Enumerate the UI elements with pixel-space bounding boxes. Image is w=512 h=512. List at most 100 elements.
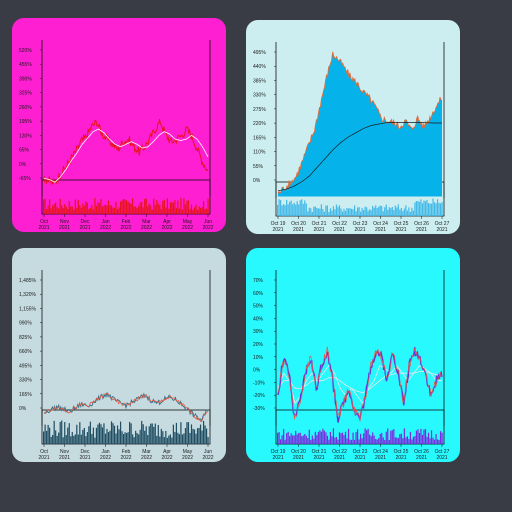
x-tick-year-label: 2021 <box>313 455 324 461</box>
volume-bar <box>403 428 405 444</box>
volume-bar <box>441 432 443 444</box>
volume-bar <box>417 429 419 444</box>
y-tick-label: 30% <box>253 329 264 335</box>
x-tick-label: Oct 27 <box>435 221 450 227</box>
x-tick-label: Oct 25 <box>394 221 409 227</box>
volume-bar <box>313 438 315 444</box>
x-tick-year-label: 2021 <box>272 227 283 233</box>
x-tick-year-label: 2021 <box>38 225 49 231</box>
volume-bar <box>94 437 96 444</box>
x-tick-year-label: 2021 <box>416 227 427 233</box>
y-tick-label: 825% <box>19 335 32 341</box>
volume-bar <box>435 434 437 444</box>
x-tick-year-label: 2021 <box>38 455 49 461</box>
volume-bar <box>199 424 202 444</box>
volume-bar <box>83 205 85 214</box>
volume-bar <box>160 209 162 214</box>
volume-bar <box>415 201 418 216</box>
volume-bar <box>326 435 329 444</box>
volume-bar <box>287 431 289 444</box>
volume-bar <box>429 438 431 444</box>
volume-bar <box>163 437 165 444</box>
volume-bar <box>178 434 181 444</box>
volume-bar <box>104 204 107 214</box>
volume-bar <box>335 204 338 216</box>
y-tick-label: 330% <box>19 378 32 384</box>
volume-bar <box>196 428 199 444</box>
y-tick-label: 260% <box>19 105 32 111</box>
volume-bar <box>308 207 310 216</box>
volume-bar <box>104 433 107 444</box>
volume-bar <box>113 207 116 214</box>
volume-bar <box>181 209 184 214</box>
volume-bar <box>331 436 333 444</box>
volume-bar <box>438 439 440 444</box>
x-tick-label: Apr <box>163 449 171 455</box>
volume-bar <box>411 439 413 444</box>
x-tick-label: Oct 24 <box>373 221 388 227</box>
volume-bar <box>44 424 46 444</box>
volume-bar <box>186 422 188 444</box>
x-tick-label: Oct 22 <box>332 221 347 227</box>
volume-bar <box>205 428 208 444</box>
price-line <box>43 119 209 185</box>
volume-bar <box>76 207 78 214</box>
volume-bar <box>98 422 101 444</box>
chart-card-bottom-right: 70% 60% 50% 40% 30% 20% 10% 0% -10% -20% -30% Oct 1… <box>246 248 460 462</box>
volume-bar <box>189 432 191 444</box>
volume-bar <box>151 209 153 214</box>
volume-bar <box>296 201 298 216</box>
volume-bar <box>83 427 85 444</box>
volume-bar <box>150 205 152 214</box>
volume-bar <box>195 204 197 214</box>
volume-bar <box>205 208 208 214</box>
volume-bar <box>55 430 57 444</box>
price-line-secondary <box>43 392 209 423</box>
volume-bar <box>284 439 286 444</box>
x-tick-label: Mar <box>142 219 151 225</box>
x-tick-year-label: 2021 <box>79 455 90 461</box>
x-tick-year-label: 2021 <box>354 227 365 233</box>
volume-bar <box>305 435 307 444</box>
y-tick-label: 65% <box>19 148 30 154</box>
volume-bar <box>352 209 354 216</box>
y-tick-label: 0% <box>19 406 27 412</box>
y-tick-label: -20% <box>253 393 265 399</box>
volume-bar <box>280 439 282 444</box>
volume-bar <box>426 199 428 216</box>
y-tick-label: 0% <box>253 178 261 184</box>
chart-card-bottom-left: 1,485% 1,320% 1,155% 990% 825% 660% 495% 330% 16… <box>12 248 226 462</box>
x-tick-label: Oct 26 <box>414 449 429 455</box>
volume-bar <box>49 199 51 214</box>
volume-bar <box>175 207 178 214</box>
volume-bar <box>181 434 184 444</box>
volume-bar <box>202 420 205 444</box>
volume-bar <box>135 430 137 444</box>
volume-bar <box>44 198 46 214</box>
volume-bar <box>367 428 369 444</box>
volume-bar <box>337 207 339 216</box>
x-tick-label: Dec <box>81 449 90 455</box>
volume-bar <box>119 421 122 444</box>
volume-bar <box>94 198 96 214</box>
volume-bar <box>391 206 393 216</box>
volume-bar <box>393 429 395 444</box>
y-tick-label: 390% <box>19 76 32 82</box>
y-tick-label: 1,155% <box>19 306 37 312</box>
x-tick-year-label: 2021 <box>375 455 386 461</box>
volume-bar <box>187 422 190 444</box>
x-tick-label: Oct <box>40 449 48 455</box>
volume-bar <box>162 201 164 214</box>
volume-bar <box>335 437 338 444</box>
price-line <box>43 392 209 423</box>
y-tick-label: 10% <box>253 355 264 361</box>
volume-bar <box>302 435 304 444</box>
volume-bar <box>80 434 82 444</box>
volume-bar <box>316 435 318 444</box>
volume-bar <box>186 200 188 214</box>
volume-bar <box>393 209 395 216</box>
volume-bar <box>159 204 161 214</box>
volume-bar <box>363 433 365 444</box>
volume-bar <box>430 203 433 216</box>
x-tick-year-label: 2021 <box>293 455 304 461</box>
